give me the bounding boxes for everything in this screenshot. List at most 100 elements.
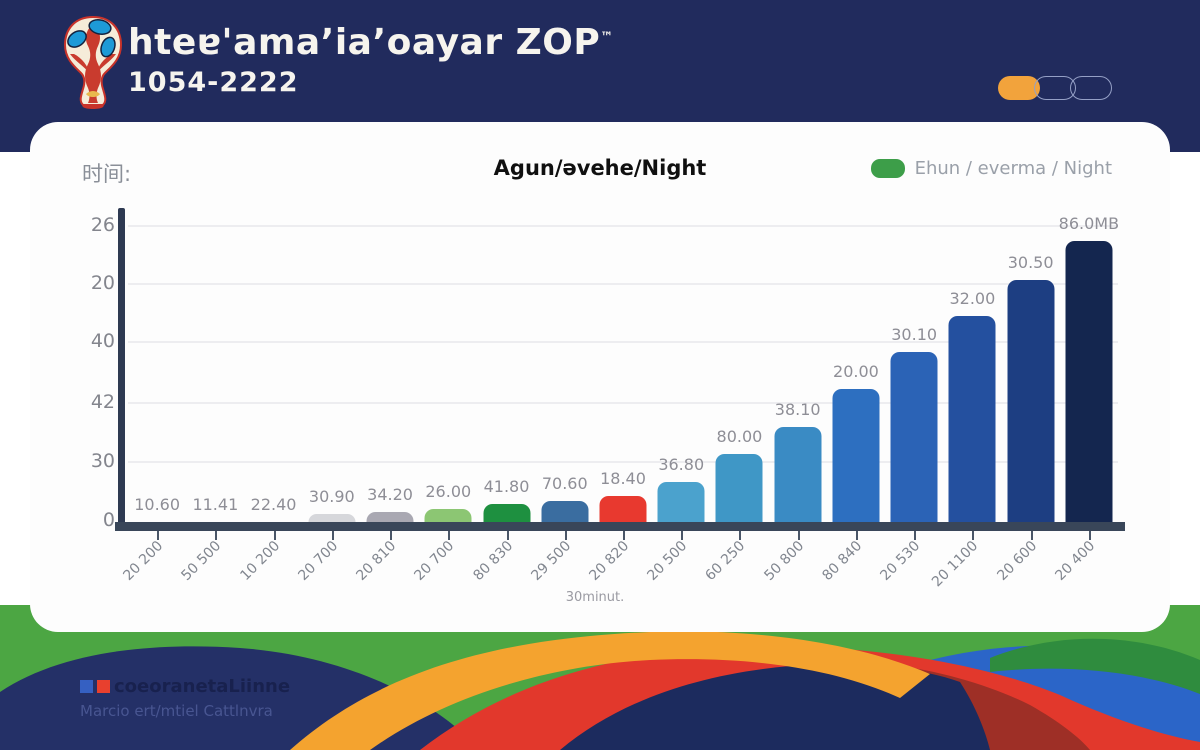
bar-column: 22.40 <box>244 210 302 522</box>
bar-column: 80.00 <box>710 210 768 522</box>
chart-card: 时间: Agun/ǝvehe/Night Ehun / everma / Nig… <box>30 122 1170 632</box>
bar-column: 18.40 <box>594 210 652 522</box>
bar-value-label: 11.41 <box>192 495 239 514</box>
bar-value-label: 70.60 <box>541 474 588 493</box>
gridline <box>128 283 1118 285</box>
bar-value-label: 10.60 <box>134 495 181 514</box>
x-axis-tick <box>739 531 742 540</box>
footer-brand: coeoranetaLiinne Marcio ert/mtiel Cattln… <box>80 676 290 720</box>
bar-value-label: 34.20 <box>367 485 413 504</box>
app-title-text: hteɐ'amaʼiaʼoayar ZOP <box>128 22 601 63</box>
bar-column: 10.60 <box>128 210 186 522</box>
bar-value-label: 36.80 <box>658 455 705 474</box>
bar[interactable] <box>715 454 763 522</box>
bar[interactable] <box>832 389 880 522</box>
bar-value-label: 41.80 <box>483 477 530 496</box>
x-axis-tick <box>273 531 276 540</box>
bar-column: 30.10 <box>885 210 943 522</box>
bar-column: 30.90 <box>303 210 361 522</box>
x-axis-tick <box>1088 531 1091 540</box>
x-axis-tick <box>448 531 451 540</box>
gridline <box>128 461 1118 463</box>
x-axis-tick <box>623 531 625 540</box>
bar-column: 26.00 <box>419 210 477 522</box>
x-axis-tick <box>681 531 684 540</box>
bar[interactable] <box>541 501 589 522</box>
footer-brand-line1: coeoranetaLiinne <box>80 676 290 697</box>
bar-value-label: 86.0MB <box>1058 214 1120 233</box>
bar-value-label: 26.00 <box>425 482 472 501</box>
bar-column: 32.00 <box>943 210 1001 522</box>
x-axis-tick <box>331 531 334 540</box>
bar-column: 41.80 <box>477 210 535 522</box>
bar[interactable] <box>1065 241 1113 522</box>
bar[interactable] <box>366 512 414 522</box>
x-axis-tick <box>972 531 975 540</box>
bar[interactable] <box>308 514 356 522</box>
pager-pills <box>998 76 1112 100</box>
bar-value-label: 80.00 <box>716 427 763 446</box>
y-axis-tick-label: 0 <box>102 509 115 531</box>
bar-value-label: 18.40 <box>600 469 646 488</box>
bar-column: 20.00 <box>827 210 885 522</box>
x-axis-tick <box>797 531 800 540</box>
world-cup-trophy-logo <box>63 15 123 109</box>
y-axis-tick-label: 26 <box>90 214 115 236</box>
bar-plot-area: 26 20 40 42 30 0 10.60 11.41 22.40 30.90 34.20 26.0… <box>91 210 1120 531</box>
bar[interactable] <box>599 496 647 522</box>
x-axis-tick <box>506 531 509 540</box>
y-axis-tick-label: 20 <box>90 272 115 294</box>
bar[interactable] <box>657 482 705 522</box>
x-axis-tick <box>157 531 160 540</box>
footer-brand-name: coeoranetaLiinne <box>114 676 291 697</box>
bar[interactable] <box>424 509 472 522</box>
trademark-mark: ™ <box>600 30 614 45</box>
x-axis-tick <box>1030 531 1033 540</box>
time-label: 时间: <box>82 162 132 186</box>
pager-pill-3[interactable] <box>1070 76 1112 100</box>
pager-pill-active[interactable] <box>998 76 1040 100</box>
x-axis-line <box>115 522 1125 531</box>
y-axis-tick-label: 42 <box>90 391 115 413</box>
x-axis-tick <box>390 531 393 540</box>
title-block: hteɐ'amaʼiaʼoayar ZOP™ 1054-2222 <box>128 22 614 98</box>
x-axis-title: 30minut. <box>565 590 625 605</box>
bar[interactable] <box>1007 280 1055 522</box>
bar[interactable] <box>483 504 531 522</box>
y-axis-tick-label: 40 <box>90 330 115 352</box>
bar-column: 34.20 <box>361 210 419 522</box>
bar-value-label: 30.90 <box>308 487 355 506</box>
footer-red-square-icon <box>97 680 110 693</box>
bar-column: 30.50 <box>1002 210 1060 522</box>
bar-column: 70.60 <box>536 210 594 522</box>
app-title: hteɐ'amaʼiaʼoayar ZOP™ <box>128 22 614 63</box>
app-subtitle: 1054-2222 <box>128 67 299 98</box>
bar-column: 11.41 <box>186 210 244 522</box>
bar-value-label: 22.40 <box>250 495 297 514</box>
gridline <box>128 225 1118 227</box>
footer-brand-line2: Marcio ert/mtiel Cattlnvra <box>80 702 273 720</box>
bar-value-label: 32.00 <box>949 289 996 308</box>
x-axis-tick <box>855 531 858 540</box>
y-axis-tick-label: 30 <box>90 450 115 472</box>
gridline <box>128 341 1118 343</box>
x-axis-tick <box>914 531 917 540</box>
bar[interactable] <box>948 316 996 522</box>
bar[interactable] <box>890 352 938 522</box>
x-axis-tick <box>564 531 567 540</box>
bar[interactable] <box>774 427 822 522</box>
legend-swatch <box>870 159 905 178</box>
y-axis-line <box>118 208 125 531</box>
footer-blue-square-icon <box>80 680 93 693</box>
legend-label: Ehun / everma / Night <box>914 158 1112 179</box>
bar-value-label: 30.50 <box>1007 253 1054 272</box>
bar-value-label: 38.10 <box>774 400 821 419</box>
bar-column: 86.0MB <box>1058 210 1120 522</box>
x-axis-tick <box>215 531 218 540</box>
legend-item[interactable]: Ehun / everma / Night <box>870 158 1112 179</box>
bar-column: 38.10 <box>769 210 827 522</box>
gridline <box>128 402 1118 404</box>
bar-column: 36.80 <box>652 210 710 522</box>
chart-title: Agun/ǝvehe/Night <box>493 156 707 180</box>
